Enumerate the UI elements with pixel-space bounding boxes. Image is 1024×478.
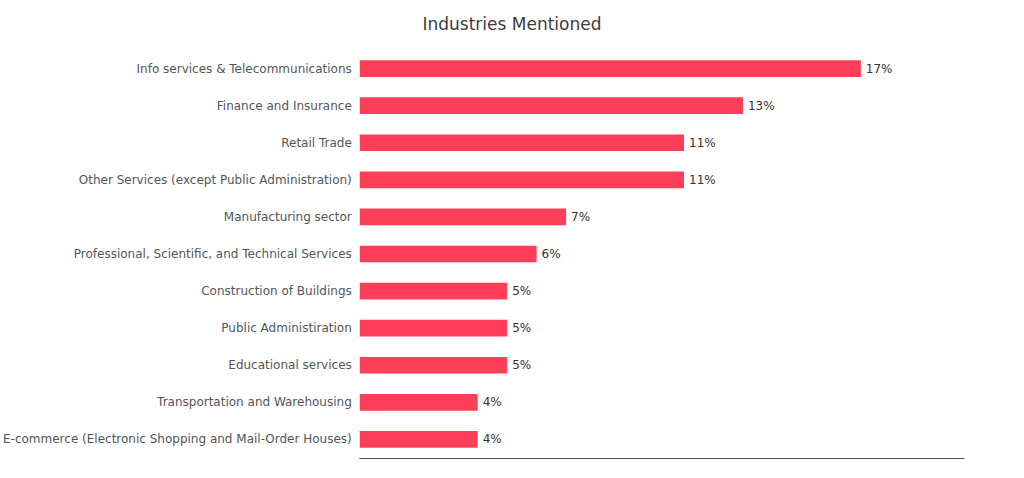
svg-text:Info services & Telecommunicat: Info services & Telecommunications [137, 62, 352, 76]
svg-text:11%: 11% [689, 136, 716, 150]
svg-text:7%: 7% [571, 210, 590, 224]
svg-text:4%: 4% [483, 395, 502, 409]
svg-text:Industries Mentioned: Industries Mentioned [422, 14, 601, 34]
svg-text:Construction of Buildings: Construction of Buildings [201, 284, 352, 298]
svg-text:Educational services: Educational services [228, 358, 351, 372]
svg-text:E-commerce (Electronic Shoppin: E-commerce (Electronic Shopping and Mail… [3, 432, 352, 446]
svg-text:Transportation and Warehousing: Transportation and Warehousing [156, 395, 352, 409]
svg-text:Other Services (except Public: Other Services (except Public Administra… [79, 173, 352, 187]
svg-text:4%: 4% [483, 432, 502, 446]
svg-text:6%: 6% [542, 247, 561, 261]
svg-text:5%: 5% [512, 321, 531, 335]
svg-text:Retail Trade: Retail Trade [281, 136, 352, 150]
svg-text:Professional, Scientific, and: Professional, Scientific, and Technical … [74, 247, 352, 261]
svg-text:Manufacturing sector: Manufacturing sector [224, 210, 352, 224]
svg-text:Public Administiration: Public Administiration [221, 321, 351, 335]
svg-text:5%: 5% [512, 358, 531, 372]
svg-text:17%: 17% [866, 62, 893, 76]
svg-text:11%: 11% [689, 173, 716, 187]
svg-text:Finance and Insurance: Finance and Insurance [217, 99, 352, 113]
svg-text:13%: 13% [748, 99, 775, 113]
svg-text:5%: 5% [512, 284, 531, 298]
